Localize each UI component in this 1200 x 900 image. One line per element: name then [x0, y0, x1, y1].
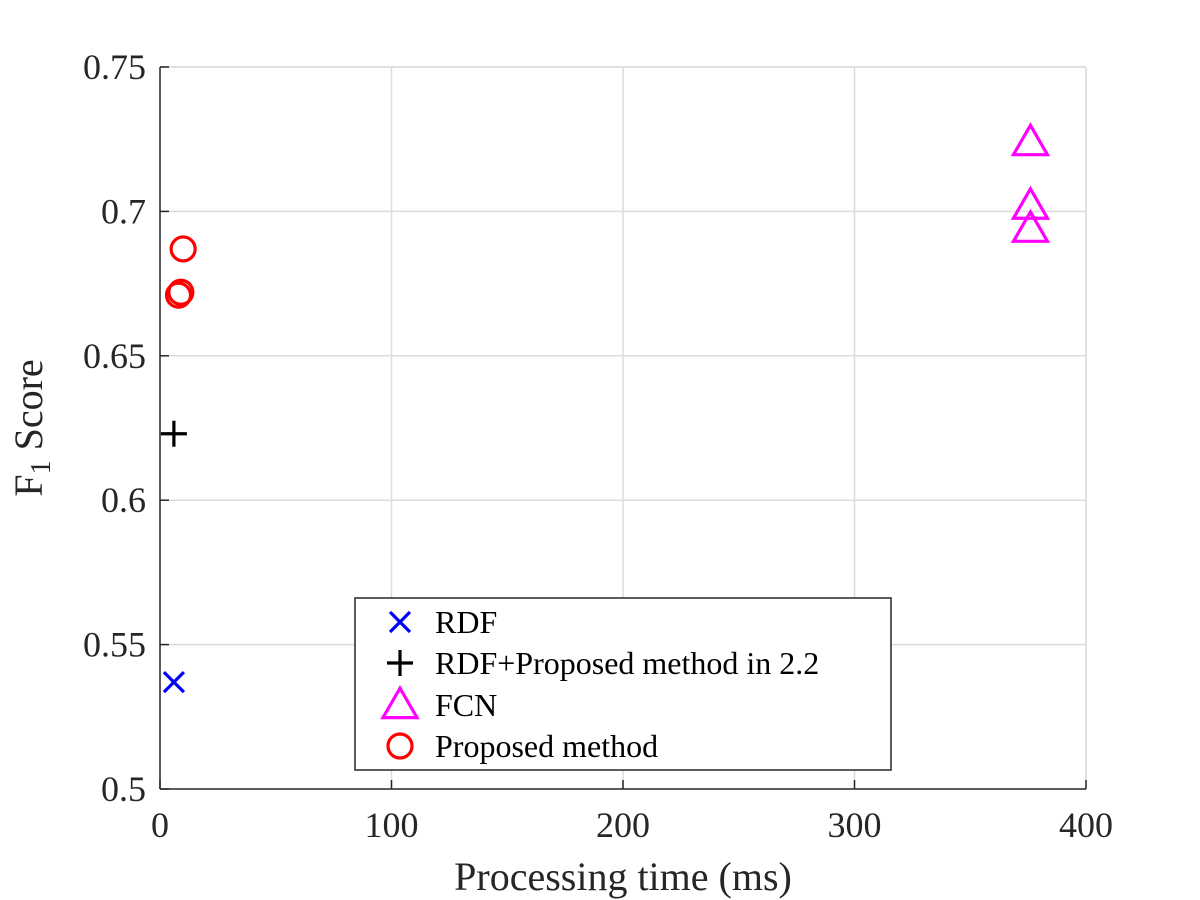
data-point-triangle	[1010, 122, 1051, 157]
x-axis-label: Processing time (ms)	[454, 854, 792, 899]
data-point-plus	[160, 420, 187, 447]
x-tick-label: 300	[828, 805, 882, 845]
legend: RDF RDF+Proposed method in 2.2 FCN Proposed…	[354, 597, 892, 771]
legend-marker-x	[388, 610, 412, 634]
legend-label: RDF	[435, 604, 497, 640]
y-tick-label: 0.7	[101, 191, 146, 231]
axes	[159, 66, 1087, 790]
y-tick-label: 0.5	[101, 769, 146, 809]
data-point-triangle	[1010, 185, 1051, 220]
legend-marker-triangle	[380, 685, 420, 720]
data-point-circle	[164, 281, 193, 309]
y-tick-label: 0.55	[83, 625, 146, 665]
legend-label: Proposed method	[435, 728, 658, 764]
legend-marker-circle	[386, 732, 414, 760]
data-point-circle	[169, 235, 197, 263]
x-tick-label: 200	[596, 805, 650, 845]
data-point-triangle	[1010, 208, 1051, 243]
x-tick-label: 100	[365, 805, 419, 845]
legend-label: RDF+Proposed method in 2.2	[435, 645, 819, 681]
data-points	[160, 122, 1051, 694]
legend-label: FCN	[435, 687, 497, 723]
data-point-circle	[167, 278, 195, 306]
y-axis-label-suffix: Score	[6, 359, 51, 460]
y-axis-label: F1 Score	[6, 359, 57, 496]
x-tick-label: 0	[151, 805, 169, 845]
y-tick-label: 0.65	[83, 336, 146, 376]
x-tick-label: 400	[1059, 805, 1113, 845]
y-tick-label: 0.75	[83, 47, 146, 87]
data-point-x	[162, 671, 186, 694]
y-tick-label: 0.6	[101, 480, 146, 520]
tick-labels: 0 100 200 300 400 0.5 0.55 0.6 0.65 0.7 0.75	[83, 47, 1113, 845]
svg-text:F1 Score: F1 Score	[6, 359, 57, 496]
legend-marker-plus	[387, 650, 413, 676]
y-axis-label-subscript: 1	[26, 460, 57, 474]
legend-box	[354, 597, 892, 771]
y-axis-label-main: F	[6, 474, 51, 496]
